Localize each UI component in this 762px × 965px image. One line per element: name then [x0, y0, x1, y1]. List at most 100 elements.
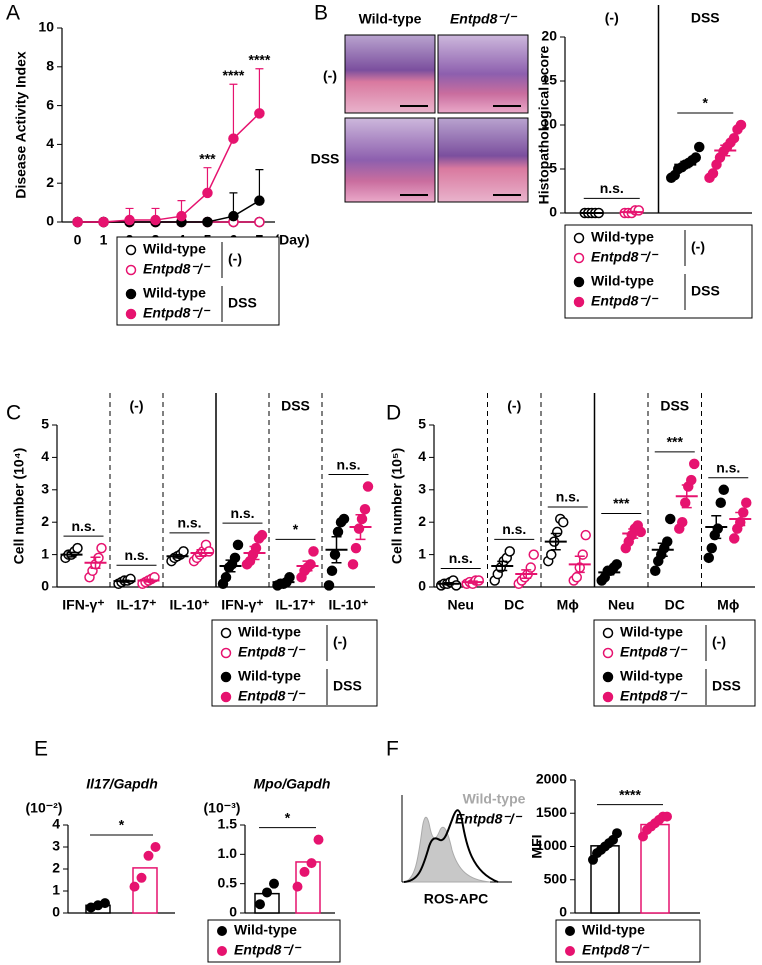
error-bar — [735, 511, 746, 527]
data-point — [706, 542, 717, 554]
axis-multiplier: (10⁻³) — [204, 800, 241, 816]
y-tick-label: 1.5 — [218, 816, 238, 832]
legend-marker — [602, 647, 614, 659]
significance: * — [293, 521, 299, 537]
data-point — [96, 542, 107, 554]
data-point — [308, 546, 319, 557]
data-point — [254, 195, 265, 206]
y-tick-label: 0 — [559, 904, 567, 920]
data-point — [707, 168, 719, 179]
data-point — [729, 533, 740, 544]
y-tick-label: 0 — [418, 578, 426, 594]
x-tick-label: IFN-γ⁺ — [62, 597, 104, 613]
error-bar — [711, 514, 722, 540]
y-tick-label: 1000 — [536, 837, 567, 853]
group-label: DSS — [691, 10, 720, 26]
data-point — [262, 887, 272, 898]
histology: Wild-type Entpd8⁻/⁻ (-) DSS — [311, 11, 529, 203]
legend-label: Entpd8⁻/⁻ — [238, 688, 306, 704]
x-tick-label: DC — [504, 597, 524, 613]
panel-label: B — [314, 2, 328, 25]
legend-marker — [217, 946, 227, 956]
group-label: (-) — [605, 10, 619, 26]
data-point — [338, 513, 350, 525]
error-bar — [331, 536, 342, 564]
data-point — [612, 828, 622, 839]
data-point — [686, 474, 697, 486]
micrograph — [437, 34, 529, 114]
data-point — [703, 552, 714, 564]
legend-marker — [220, 671, 232, 683]
data-point — [633, 205, 644, 216]
data-point — [98, 216, 109, 228]
legend-group-label: DSS — [333, 678, 362, 694]
legend-label: Wild-type — [582, 922, 645, 938]
y-tick-label: 20 — [541, 28, 557, 44]
legend-label: Wild-type — [620, 624, 683, 640]
y-tick-label: 4 — [52, 816, 60, 832]
legend-marker — [220, 647, 232, 659]
legend-marker — [602, 627, 614, 639]
error-bar — [467, 580, 478, 584]
panel-label: C — [6, 402, 21, 425]
significance: **** — [249, 51, 271, 67]
y-tick-label: 1 — [52, 882, 60, 898]
data-point — [202, 187, 213, 199]
column-label: Wild-type — [359, 11, 422, 27]
significance: n.s. — [502, 521, 526, 537]
legend-label: Entpd8⁻/⁻ — [591, 249, 659, 265]
y-tick-label: 5 — [418, 416, 426, 432]
data-point — [680, 497, 691, 509]
legend-group-label: (-) — [333, 634, 347, 650]
error-bar — [720, 144, 731, 157]
y-tick-label: 4 — [46, 135, 54, 151]
y-tick-label: 500 — [544, 870, 568, 886]
panel-label: D — [386, 402, 401, 425]
x-tick-label: IL-10⁺ — [169, 597, 209, 613]
data-point — [124, 214, 135, 226]
data-point — [332, 526, 344, 538]
y-tick-label: 2000 — [536, 771, 567, 787]
error-bar — [443, 582, 454, 586]
legend-label: Entpd8⁻/⁻ — [234, 942, 302, 958]
legend-box — [555, 919, 701, 963]
data-point — [323, 580, 335, 591]
significance: n.s. — [177, 515, 201, 531]
panel-title: Il17/Gapdh — [86, 776, 158, 792]
data-point — [662, 536, 673, 547]
significance: n.s. — [124, 547, 148, 563]
y-tick-label: 0.5 — [218, 874, 238, 890]
data-point — [718, 484, 729, 496]
x-tick-label: IL-17⁺ — [275, 597, 315, 613]
data-point — [677, 516, 688, 528]
data-point — [362, 481, 374, 492]
y-tick-label: 5 — [549, 160, 557, 176]
data-point — [72, 542, 83, 554]
y-axis-label: Cell number (10⁵) — [389, 448, 405, 564]
data-point — [232, 539, 244, 551]
row-label: DSS — [311, 151, 340, 167]
data-point — [741, 497, 752, 509]
data-point — [347, 559, 359, 570]
data-point — [176, 210, 187, 222]
data-point — [313, 834, 324, 845]
error-bar — [302, 560, 313, 572]
y-axis-label: Cell number (10⁴) — [11, 448, 27, 565]
x-tick-label: IL-10⁺ — [328, 597, 368, 613]
significance: * — [703, 95, 709, 111]
significance: * — [119, 817, 125, 833]
data-point — [150, 214, 161, 226]
legend-label: Wild-type — [234, 922, 297, 938]
significance: *** — [667, 434, 684, 450]
entpd8-histogram — [403, 809, 499, 883]
y-tick-label: 0 — [549, 204, 557, 220]
flow-histogram: Wild-type Entpd8⁻/⁻ ROS-APC — [401, 791, 526, 907]
data-point — [150, 842, 161, 852]
error-bar — [249, 545, 260, 561]
data-point — [292, 881, 303, 892]
legend-marker — [573, 276, 585, 288]
significance: n.s. — [449, 550, 473, 566]
data-point — [306, 858, 317, 869]
legend-marker — [125, 264, 137, 276]
